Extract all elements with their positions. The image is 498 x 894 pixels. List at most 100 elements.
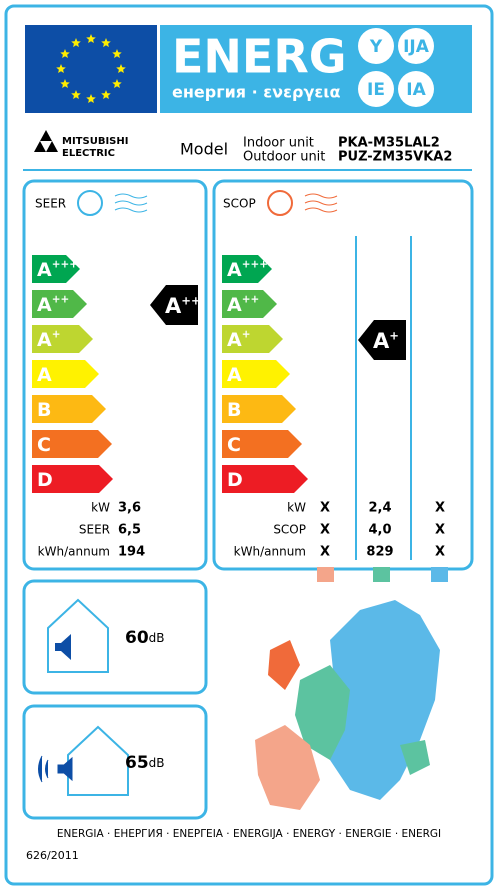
row-value: 194 [118,545,145,560]
class-label: A+ [37,328,60,350]
star [71,38,81,48]
class-letter: A [227,294,242,316]
noise-unit: dB [149,631,165,645]
class-letter: A [373,329,390,353]
fan-icon [77,190,103,216]
fan-icon [267,190,293,216]
row-value: X [320,545,330,560]
star [101,90,111,99]
class-bar [32,395,106,423]
row-label: kW [287,501,306,515]
row-value: 2,4 [368,501,391,516]
class-bar [32,325,93,353]
energ-title: ENERG [172,30,347,84]
suffix-circle [398,28,434,64]
class-sup: +++ [52,258,78,270]
row-label: SCOP [273,523,306,537]
class-letter: A [227,259,242,281]
star [86,94,96,103]
class-label: D [37,469,53,491]
star [56,64,66,73]
outer-border [4,4,494,886]
speaker-icon [55,634,71,660]
class-bar [222,360,290,388]
suffix-circle [398,71,434,107]
row-value: X [435,501,445,516]
class-label: D [227,469,243,491]
class-bar [222,290,277,318]
language-suffixes: Y IJA IE IA [358,28,434,107]
rating-label: A+ [373,328,399,353]
class-letter: A [37,364,52,386]
class-bar [222,465,308,493]
indoor-noise: 60dB [125,628,165,648]
speaker-icon [38,755,73,783]
star [60,79,70,88]
suffix: IE [367,80,385,100]
outdoor-noise-panel [22,704,208,820]
flag-stars [56,34,126,103]
star [112,49,122,58]
cooling-panel [22,179,208,571]
star [60,49,70,58]
outdoor-model: PUZ-ZM35VKA2 [338,150,452,165]
indoor-label: Indoor unit [243,136,314,151]
row-value: X [435,523,445,538]
star [86,34,96,43]
class-bar [222,430,302,458]
suffix-circle [358,28,394,64]
indoor-noise-panel [22,579,208,695]
class-label: A+ [227,328,250,350]
outdoor-noise: 65dB [125,753,165,773]
heat-waves [304,193,338,213]
star [71,90,81,99]
suffix: IA [406,80,426,100]
cooling-label: SEER [35,197,66,211]
logo-diamond [40,130,52,141]
indoor-model: PKA-M35LAL2 [338,136,440,151]
class-label: B [37,399,51,421]
row-label: SEER [79,523,110,537]
row-value: X [435,545,445,560]
row-value: 829 [366,545,393,560]
noise-value: 65 [125,753,149,773]
star [116,64,126,73]
class-letter: C [37,434,51,456]
brand-line2: ELECTRIC [62,148,115,159]
class-letter: D [227,469,243,491]
class-bar [32,290,87,318]
class-letter: A [227,329,242,351]
regulation: 626/2011 [26,849,79,862]
model-label: Model [180,140,228,159]
class-letter: A [227,364,242,386]
climate-map [255,600,440,810]
suffix: IJA [403,37,430,57]
class-letter: A [37,259,52,281]
class-label: A+++ [37,258,78,280]
class-sup: +++ [242,258,268,270]
class-bar [32,430,112,458]
class-sup: ++ [181,293,200,307]
house-icon [47,598,109,673]
class-letter: A [37,329,52,351]
class-sup: + [389,328,399,342]
zone-warmer [431,567,448,582]
row-value: 4,0 [368,523,391,538]
class-letter: C [227,434,241,456]
zone-average [373,567,390,582]
zone-colder [317,567,334,582]
map-cold [255,725,320,810]
suffix-circle [358,71,394,107]
class-sup: ++ [242,293,260,305]
rating-label: A++ [165,293,201,318]
class-bar [32,465,113,493]
heating-panel [212,179,474,571]
map-average [295,665,350,760]
class-bar [222,255,272,283]
row-label: kWh/annum [234,545,306,559]
logo-diamond [34,141,46,152]
row-label: kW [91,501,110,515]
class-letter: D [37,469,53,491]
house-icon [67,725,129,796]
